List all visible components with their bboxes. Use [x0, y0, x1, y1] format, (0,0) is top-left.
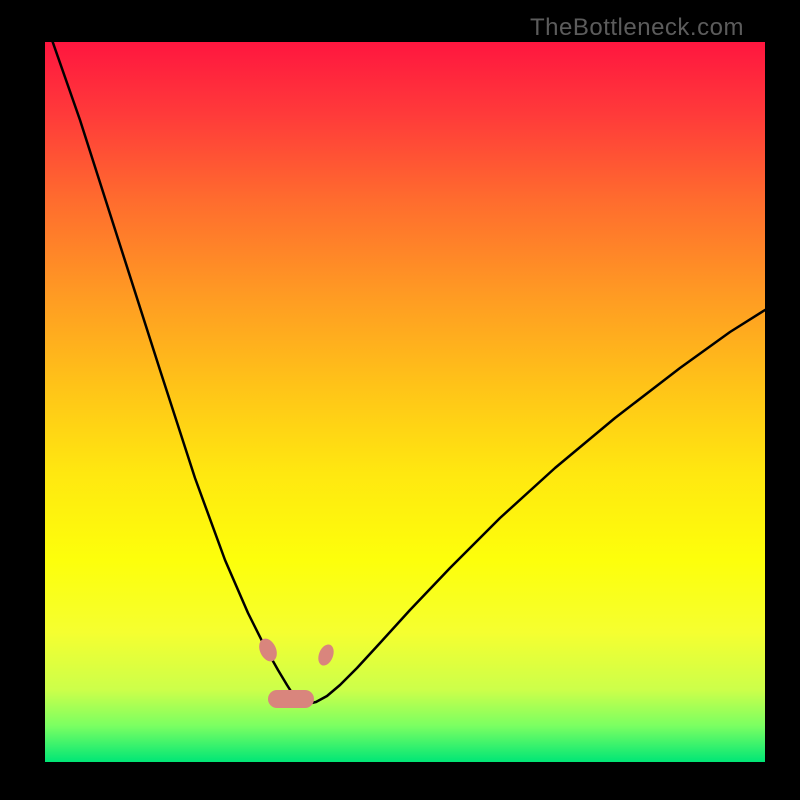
watermark-label: TheBottleneck.com: [530, 14, 744, 42]
chart-svg: [0, 0, 800, 800]
plot-background: [45, 42, 765, 762]
chart-canvas: TheBottleneck.com: [0, 0, 800, 800]
